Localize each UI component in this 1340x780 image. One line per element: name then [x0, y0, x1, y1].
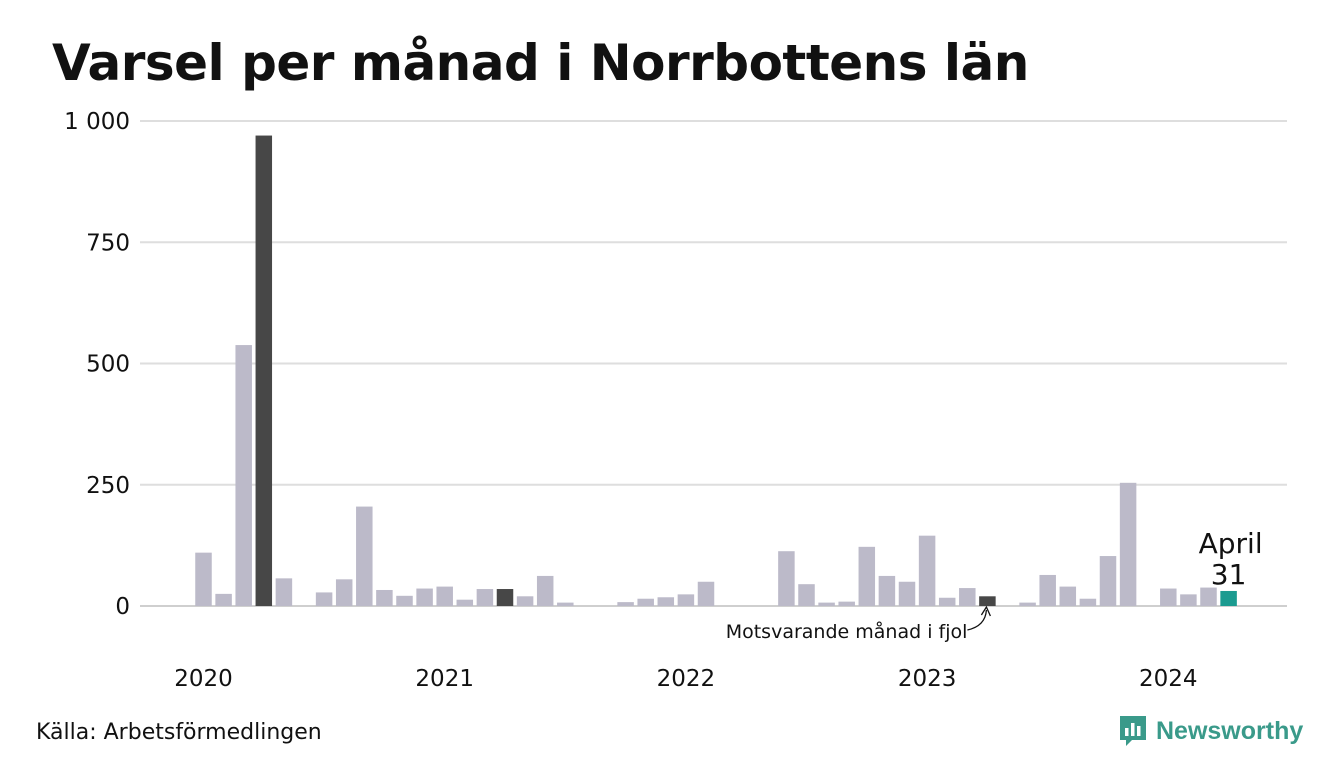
bars [195, 135, 1237, 607]
source-note: Källa: Arbetsförmedlingen [36, 720, 322, 745]
bar [959, 588, 976, 606]
bar-chart: 0 250 500 750 1 000 2020 2021 2022 2023 2024 Motsv… [64, 109, 1287, 692]
bar [657, 597, 675, 606]
bar [979, 596, 996, 606]
x-year-label: 2024 [1139, 666, 1198, 692]
bar [396, 595, 413, 606]
gridlines [140, 120, 1287, 607]
bar [255, 135, 273, 607]
bar [617, 602, 634, 606]
bar [1119, 482, 1137, 606]
bar [697, 581, 715, 606]
bar [798, 584, 815, 606]
bar [516, 596, 534, 606]
y-tick-label: 0 [115, 594, 130, 620]
bar [838, 601, 855, 606]
bar [1220, 590, 1237, 606]
bar [898, 581, 916, 606]
bar [878, 575, 896, 606]
brand-logo: Newsworthy [1118, 714, 1303, 748]
bar [476, 589, 494, 606]
bar [677, 594, 695, 606]
bar [938, 597, 956, 606]
annotation-arrow [967, 609, 988, 631]
bar [376, 589, 393, 606]
bar [275, 578, 293, 606]
brand-name: Newsworthy [1156, 716, 1304, 745]
bar [235, 345, 252, 606]
bar [416, 588, 433, 606]
x-year-label: 2022 [657, 666, 716, 692]
bar [1039, 574, 1056, 606]
bar [496, 589, 514, 606]
bar [858, 546, 876, 606]
bar [1200, 587, 1217, 606]
y-tick-label: 250 [86, 473, 130, 499]
bar [536, 575, 554, 606]
y-tick-label: 750 [86, 230, 130, 256]
labels: 0 250 500 750 1 000 2020 2021 2022 2023 2024 Motsv… [64, 109, 1262, 692]
bar [1099, 556, 1117, 606]
annotation-arrowhead [980, 605, 991, 617]
x-year-label: 2021 [415, 666, 474, 692]
bar [778, 551, 795, 606]
bar [918, 535, 936, 606]
bar [1019, 602, 1036, 606]
bar [456, 599, 474, 606]
bar [195, 552, 212, 606]
bar [1059, 586, 1077, 606]
y-tick-label: 500 [86, 352, 130, 378]
bar [1160, 588, 1177, 606]
page-title: Varsel per månad i Norrbottens län [52, 34, 1029, 92]
newsworthy-logo-icon [1120, 716, 1146, 746]
previous-year-annotation: Motsvarande månad i fjol [726, 620, 968, 643]
callout-month: April [1199, 527, 1263, 560]
y-tick-label: 1 000 [64, 109, 130, 135]
bar [557, 602, 574, 606]
callout-value: 31 [1211, 558, 1247, 591]
bar [356, 506, 373, 606]
x-year-label: 2020 [174, 666, 233, 692]
bar [335, 579, 353, 606]
x-year-label: 2023 [898, 666, 957, 692]
bar [436, 586, 453, 606]
bar [215, 593, 232, 606]
bar [818, 602, 835, 606]
bar [1079, 598, 1097, 606]
bar [637, 598, 654, 606]
bar [1180, 594, 1197, 606]
bar [315, 592, 333, 606]
